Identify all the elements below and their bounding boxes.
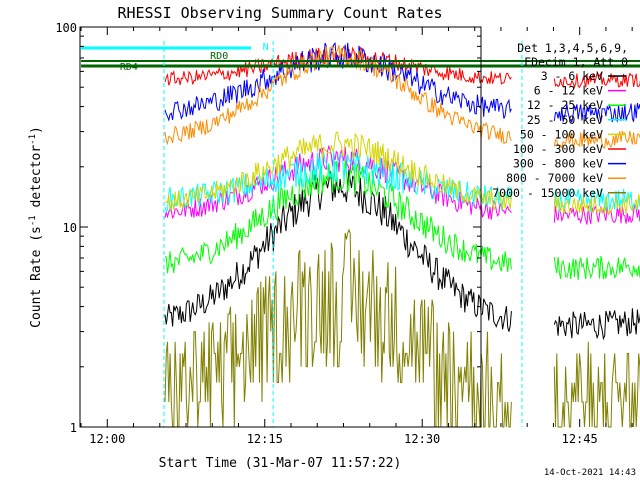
y-axis-label: Count Rate (s-1 detector-1): [28, 126, 44, 328]
series-8: [164, 228, 640, 428]
y-tick-label-0: 1: [70, 421, 77, 435]
legend-label-0: 3 - 6 keV: [541, 69, 603, 83]
series-line-1: [164, 144, 640, 225]
series-3: [164, 150, 640, 213]
y-tick-label-2: 100: [55, 21, 77, 35]
series-line-4: [164, 131, 640, 215]
legend-label-8: 7000 - 15000 keV: [492, 186, 603, 200]
legend-label-2: 12 - 25 keV: [527, 98, 603, 112]
x-tick-label-3: 12:45: [562, 432, 598, 446]
series-0: [164, 169, 640, 341]
legend-header-1: Det 1,3,4,5,6,9,: [517, 41, 628, 55]
x-tick-label-0: 12:00: [89, 432, 125, 446]
y-axis-label-main: Count Rate (s: [29, 226, 44, 328]
legend-label-4: 50 - 100 keV: [520, 127, 603, 141]
flag-rd4-label: RD4: [120, 62, 138, 73]
flag-rd0-label: RD0: [210, 51, 228, 62]
series-4: [164, 131, 640, 215]
legend-label-7: 800 - 7000 keV: [506, 171, 603, 185]
series-line-3: [164, 150, 640, 213]
series-line-2: [164, 160, 640, 280]
flag-group: NRD0RD4S: [81, 41, 640, 427]
series-line-8: [164, 228, 640, 428]
legend-label-3: 25 - 50 keV: [527, 113, 603, 127]
y-axis-label-mid: detector: [29, 145, 44, 216]
footer-timestamp: 14-Oct-2021 14:43: [544, 468, 636, 478]
legend-header-2: FDecim 1, Att 0: [524, 55, 628, 69]
flag-n-label: N: [263, 42, 269, 53]
series-line-7: [164, 44, 640, 150]
y-axis-label-exp1: -1: [28, 215, 38, 226]
series-line-0: [164, 169, 640, 341]
legend: Det 1,3,4,5,6,9, FDecim 1, Att 0 3 - 6 k…: [492, 41, 628, 200]
series-6: [164, 42, 640, 124]
chart-title: RHESSI Observing Summary Count Rates: [117, 4, 442, 22]
y-axis-label-exp2: -1: [28, 134, 38, 145]
x-tick-label-2: 12:30: [404, 432, 440, 446]
legend-label-5: 100 - 300 keV: [513, 142, 603, 156]
y-tick-label-1: 10: [63, 221, 77, 235]
series-2: [164, 160, 640, 280]
x-tick-label-1: 12:15: [247, 432, 283, 446]
series-line-6: [164, 42, 640, 124]
series-1: [164, 144, 640, 225]
y-axis-label-close: ): [29, 126, 44, 134]
legend-label-1: 6 - 12 keV: [534, 84, 603, 98]
series-7: [164, 44, 640, 150]
plot-frame: [79, 26, 482, 428]
x-axis-label: Start Time (31-Mar-07 11:57:22): [159, 456, 402, 471]
legend-label-6: 300 - 800 keV: [513, 157, 603, 171]
